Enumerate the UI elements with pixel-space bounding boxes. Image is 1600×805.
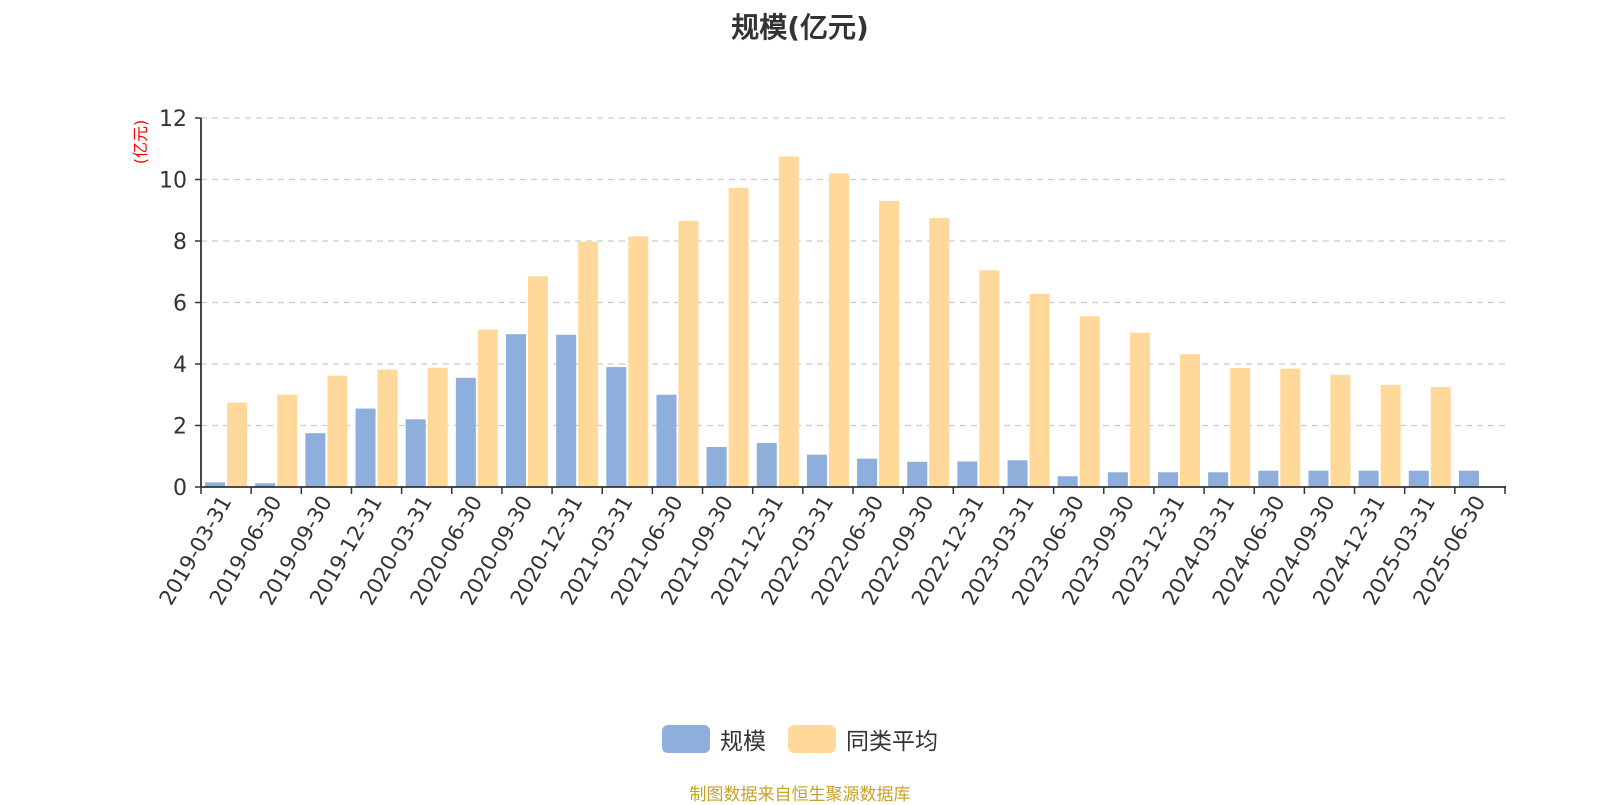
legend-item-series-0[interactable]: 规模 (662, 722, 766, 756)
bar-series1-2022-06-30 (879, 201, 900, 487)
bar-series0-2019-09-30 (305, 433, 326, 487)
bar-series1-2021-12-31 (778, 156, 799, 487)
y-tick-label-3: 6 (173, 292, 187, 317)
bar-series1-2021-09-30 (728, 187, 749, 488)
bar-series0-2021-06-30 (656, 394, 677, 487)
legend-label-series-1: 同类平均 (846, 729, 938, 755)
y-tick-label-2: 4 (173, 353, 187, 378)
bar-series0-2023-03-31 (1007, 460, 1028, 487)
bar-series0-2019-12-31 (355, 408, 376, 487)
bar-series1-2021-03-31 (628, 236, 649, 487)
bar-series0-2024-03-31 (1208, 472, 1229, 487)
y-tick-label-6: 12 (159, 107, 187, 132)
bar-series1-2023-03-31 (1029, 293, 1050, 487)
legend: 规模 同类平均 (0, 722, 1600, 756)
bar-series1-2019-09-30 (327, 375, 348, 487)
bar-series0-2022-09-30 (907, 461, 928, 487)
bar-series1-2024-03-31 (1230, 367, 1251, 487)
bar-series0-2025-06-30 (1458, 470, 1479, 487)
bar-series0-2019-03-31 (205, 482, 226, 487)
bar-series0-2019-06-30 (255, 483, 276, 487)
bar-series1-2024-06-30 (1280, 368, 1301, 487)
bar-series1-2019-12-31 (377, 369, 398, 487)
bar-series1-2020-06-30 (477, 329, 498, 487)
bar-series0-2020-06-30 (455, 377, 476, 487)
bar-series0-2024-06-30 (1258, 470, 1279, 487)
y-axis-label: (亿元) (131, 120, 150, 165)
bar-series0-2021-03-31 (606, 367, 627, 487)
bar-series0-2023-06-30 (1057, 476, 1078, 487)
bar-series1-2024-09-30 (1330, 374, 1351, 487)
bar-series1-2022-12-31 (979, 270, 1000, 487)
bar-series0-2020-03-31 (405, 419, 426, 487)
bar-series1-2019-03-31 (227, 402, 248, 487)
bar-series1-2019-06-30 (277, 394, 298, 487)
y-tick-label-0: 0 (173, 476, 187, 501)
bar-series1-2022-03-31 (828, 173, 849, 487)
legend-swatch-series-1 (788, 725, 836, 753)
bar-series0-2024-12-31 (1358, 470, 1379, 487)
bar-series1-2024-12-31 (1380, 384, 1401, 487)
bar-series1-2023-09-30 (1129, 332, 1150, 487)
bar-series0-2022-12-31 (957, 461, 978, 487)
bar-series0-2022-06-30 (857, 458, 878, 487)
bar-series0-2021-12-31 (756, 443, 777, 487)
bar-series1-2020-03-31 (427, 367, 448, 487)
bar-series0-2022-03-31 (806, 454, 827, 487)
source-note: 制图数据来自恒生聚源数据库 (689, 785, 911, 805)
bar-series0-2023-12-31 (1158, 472, 1178, 487)
bar-series1-2023-12-31 (1180, 354, 1200, 487)
y-tick-label-1: 2 (173, 415, 187, 440)
grid-lines (201, 117, 1505, 427)
bar-series0-2024-09-30 (1308, 470, 1329, 487)
bar-series0-2020-12-31 (556, 334, 577, 487)
axes: 024681012(亿元)2019-03-312019-06-302019-09… (131, 107, 1506, 609)
bar-series0-2025-03-31 (1408, 470, 1429, 487)
y-tick-label-4: 8 (173, 230, 187, 255)
legend-item-series-1[interactable]: 同类平均 (788, 722, 938, 756)
legend-label-series-0: 规模 (720, 729, 766, 755)
bar-series1-2022-09-30 (929, 217, 950, 487)
bar-series0-2020-09-30 (506, 334, 526, 487)
bar-series0-2023-09-30 (1107, 472, 1128, 487)
bar-series0-2021-09-30 (706, 447, 727, 487)
bar-series1-2025-03-31 (1430, 387, 1451, 487)
chart-title: 规模(亿元) (731, 11, 869, 44)
bar-series1-2020-09-30 (528, 276, 548, 487)
bar-series1-2021-06-30 (678, 221, 699, 487)
bar-series1-2020-12-31 (578, 241, 599, 487)
bars (205, 156, 1479, 488)
y-tick-label-5: 10 (159, 169, 187, 194)
bar-series1-2023-06-30 (1079, 316, 1100, 487)
legend-swatch-series-0 (662, 725, 710, 753)
